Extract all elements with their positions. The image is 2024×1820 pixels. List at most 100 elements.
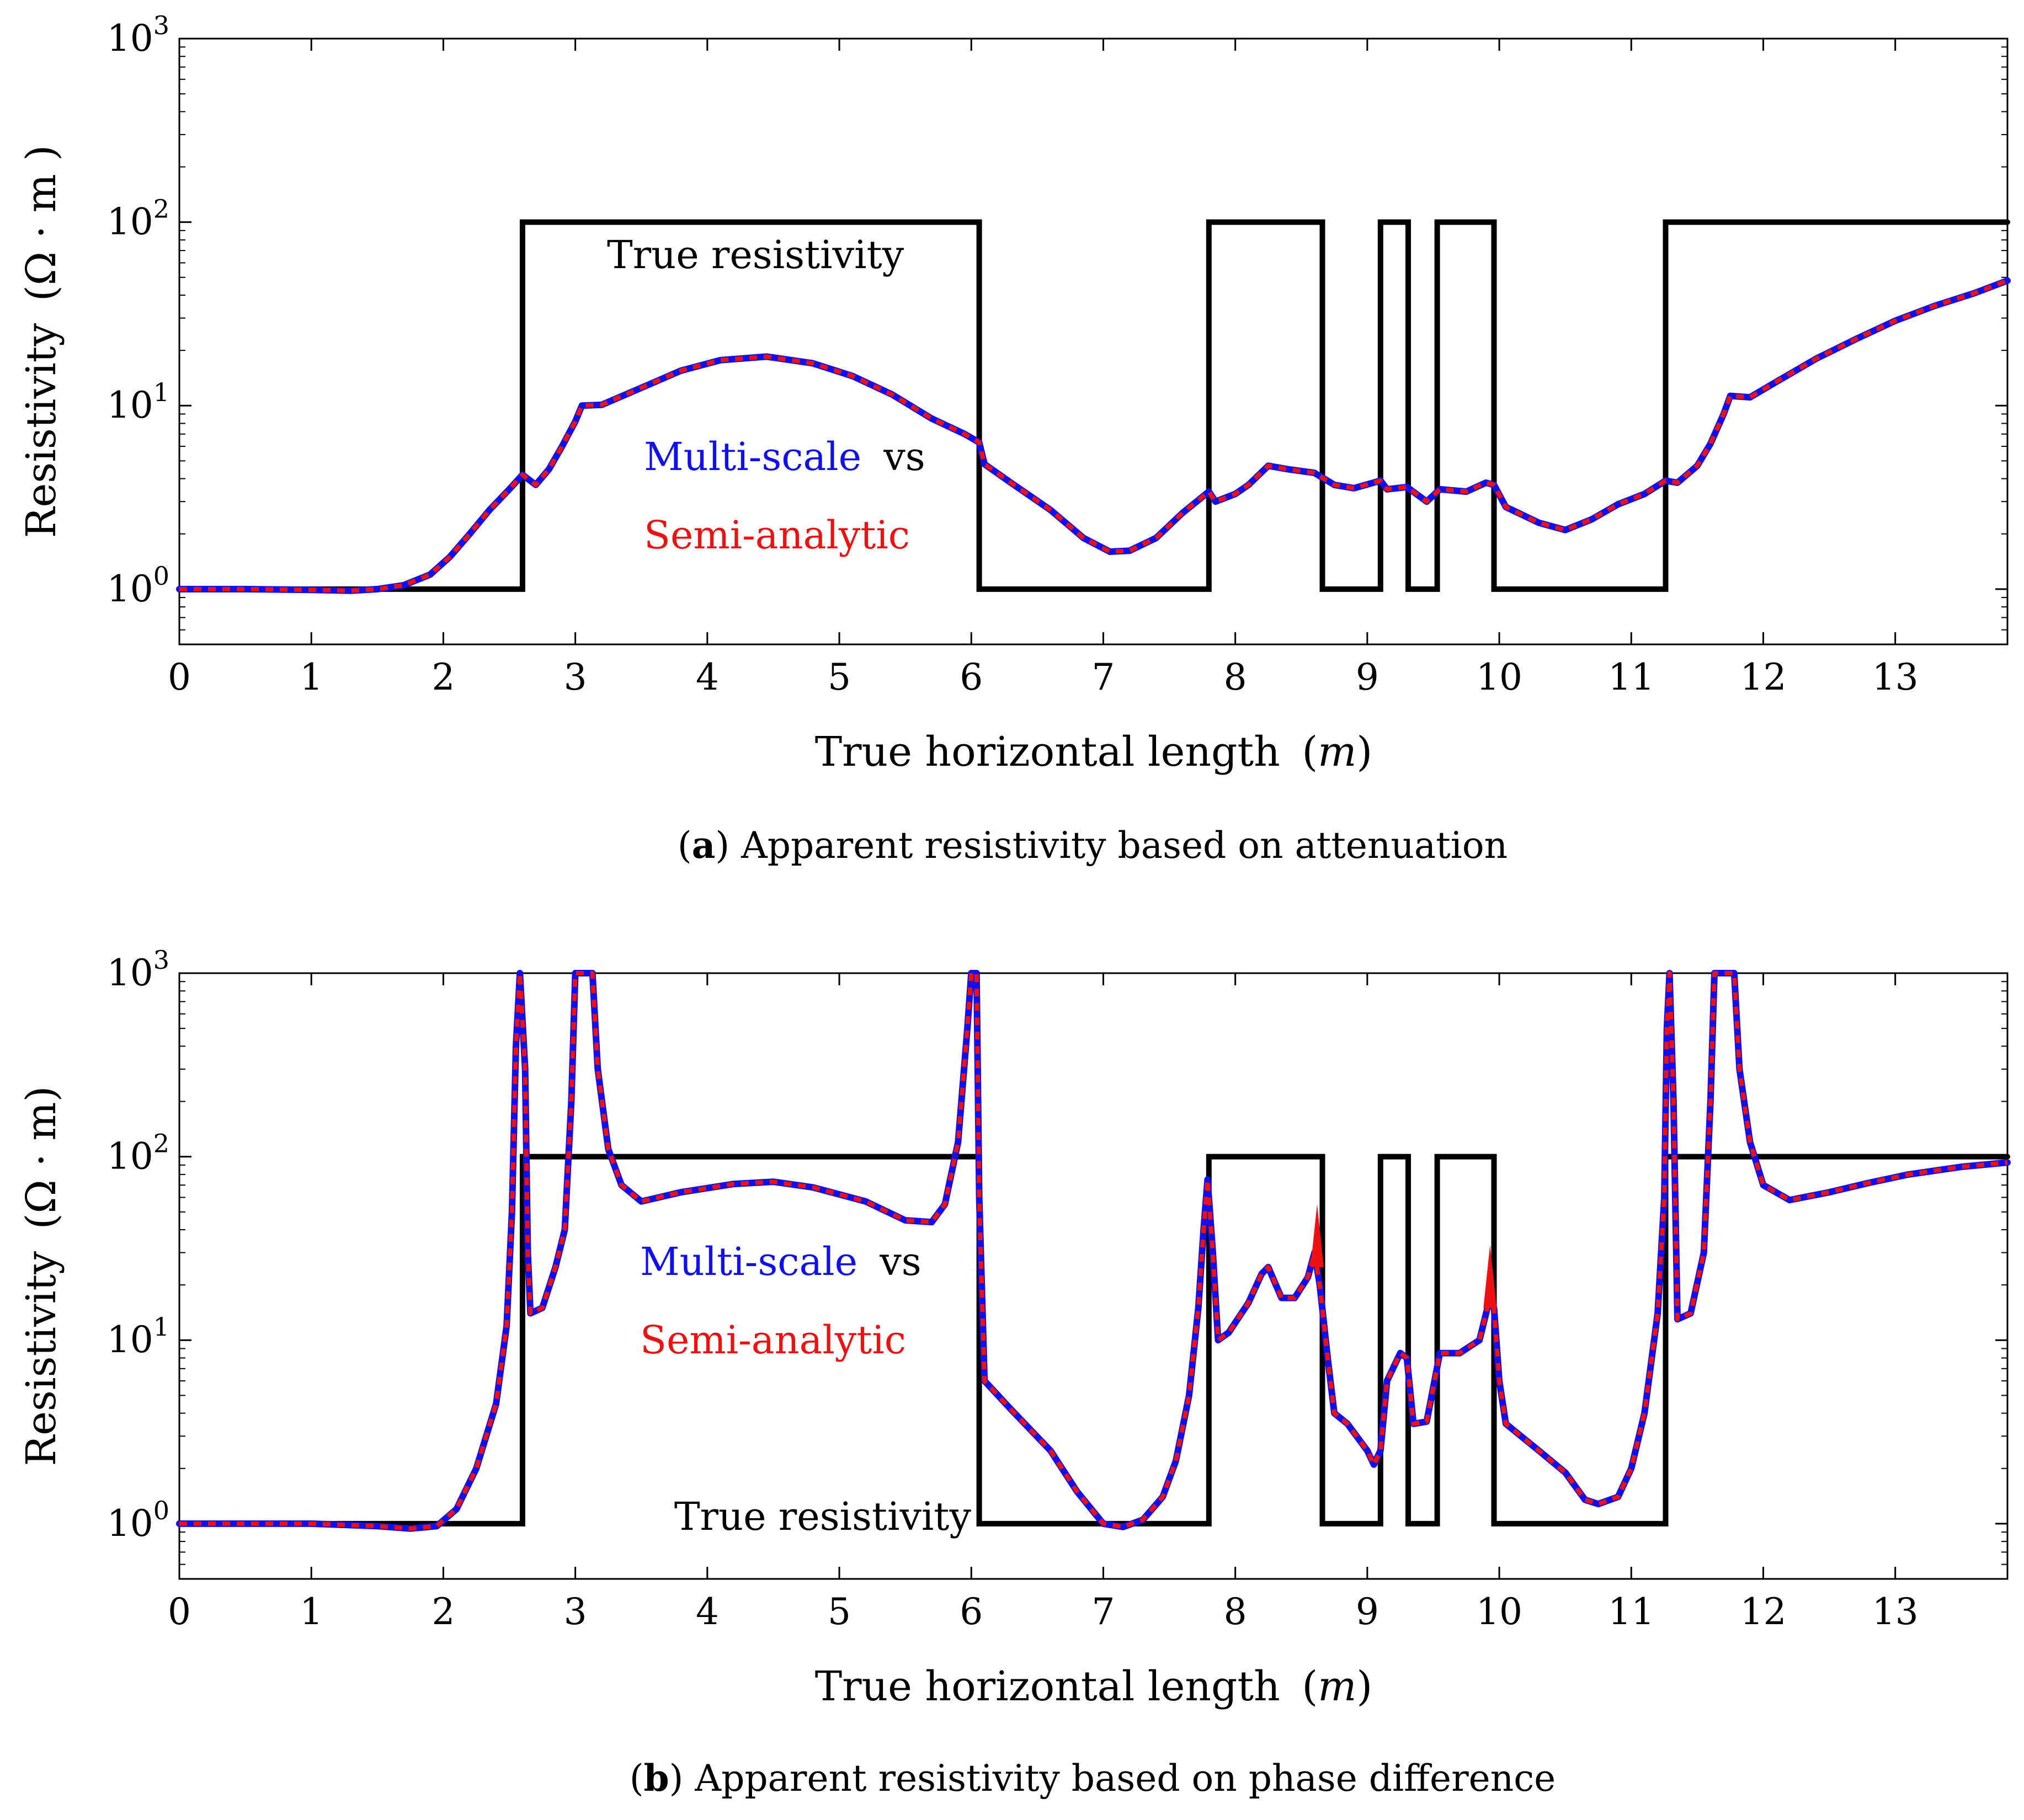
y-tick-label: 103 (107, 10, 169, 60)
x-tick-label: 7 (1091, 1591, 1115, 1633)
panel-b-ylabel-open-paren: ( (18, 1214, 65, 1230)
panel-a-true-resistivity-label: True resistivity (607, 232, 904, 277)
y-tick-exponent: 1 (153, 1312, 169, 1342)
y-tick-base: 10 (107, 568, 153, 610)
x-tick-label: 4 (696, 656, 719, 698)
x-tick-label: 8 (1224, 656, 1247, 698)
panel-b-ylabel-close-paren: ) (18, 1086, 65, 1102)
panel-a-legend-vs: vs (883, 434, 925, 479)
panel-b-xlabel-text: True horizontal length (815, 1663, 1280, 1710)
y-tick-label: 101 (107, 377, 169, 426)
panel-a-caption-label: a (692, 824, 716, 867)
panel-b-legend-line-1: Multi-scale vs (640, 1239, 922, 1284)
y-tick-exponent: 0 (153, 561, 169, 591)
x-tick-label: 12 (1740, 656, 1786, 698)
panel-a-legend-semianalytic: Semi-analytic (644, 513, 910, 558)
x-tick-label: 0 (168, 656, 191, 698)
x-tick-label: 0 (168, 1591, 191, 1633)
panel-b-plot-frame (178, 972, 2009, 1580)
panel-b-caption-open-paren: ( (630, 1757, 644, 1800)
y-tick-label: 103 (107, 945, 169, 994)
panel-a-ylabel-text: Resistivity (18, 323, 65, 538)
panel-b-xlabel-open-paren: ( (1302, 1663, 1318, 1710)
x-tick-label: 7 (1091, 656, 1115, 698)
panel-b-series (176, 970, 2011, 1532)
panel-a-ylabel-open-paren: ( (18, 285, 65, 301)
panel-a-ylabel: Resistivity (Ω · m ) (18, 145, 65, 538)
panel-a-xlabel-close-paren: ) (1356, 728, 1372, 776)
panel-a-xlabel-text: True horizontal length (815, 728, 1280, 776)
x-tick-label: 5 (828, 656, 851, 698)
y-tick-exponent: 1 (153, 377, 169, 407)
y-tick-exponent: 2 (153, 1129, 169, 1159)
x-tick-label: 11 (1608, 1591, 1654, 1633)
y-tick-base: 10 (107, 1502, 153, 1545)
y-tick-label: 102 (107, 194, 169, 243)
series-semi-analytic-line (179, 971, 2008, 1531)
panel-b-legend-multiscale: Multi-scale (640, 1239, 857, 1284)
panel-a-ylabel-unit: Ω · m ) (18, 145, 65, 285)
semi-analytic-spike (1310, 1204, 1324, 1267)
x-tick-label: 12 (1740, 1591, 1786, 1633)
x-tick-label: 8 (1224, 1591, 1247, 1633)
panel-a-xlabel-open-paren: ( (1302, 728, 1318, 776)
panel-b-x-ticks: 0 1 2 3 4 5 6 7 8 9 10 11 12 13 (168, 973, 1919, 1633)
panel-b-xlabel-unit: m (1318, 1663, 1356, 1710)
x-tick-label: 13 (1872, 1591, 1919, 1633)
panel-b-ylabel: Resistivity (Ω · m) (18, 1086, 65, 1466)
x-tick-label: 2 (432, 1591, 455, 1633)
panel-b-true-resistivity-label: True resistivity (674, 1494, 972, 1539)
panel-a-legend-line-1: Multi-scale vs (644, 434, 925, 479)
x-tick-label: 2 (432, 656, 455, 698)
panel-a-caption-open-paren: ( (678, 824, 692, 867)
x-tick-label: 4 (696, 1591, 719, 1633)
panel-a-caption-text: ) Apparent resistivity based on attenuat… (715, 824, 1508, 867)
y-tick-exponent: 3 (153, 10, 169, 40)
y-tick-base: 10 (107, 201, 153, 243)
panel-b-ylabel-text: Resistivity (18, 1251, 65, 1466)
panel-b-caption-text: ) Apparent resistivity based on phase di… (669, 1757, 1556, 1800)
series-semi-analytic-line (179, 278, 2009, 593)
panel-a-legend-multiscale: Multi-scale (644, 434, 861, 479)
series-multi-scale-line (176, 970, 2011, 1532)
y-tick-base: 10 (107, 1135, 153, 1178)
y-tick-base: 10 (107, 384, 153, 426)
y-tick-base: 10 (107, 1319, 153, 1361)
panel-a-caption: (a) Apparent resistivity based on attenu… (678, 824, 1508, 867)
y-tick-base: 10 (107, 17, 153, 60)
panel-a-xlabel: True horizontal length (m) (815, 728, 1373, 776)
y-tick-label: 100 (107, 1496, 169, 1545)
x-tick-label: 5 (828, 1591, 851, 1633)
x-tick-label: 6 (960, 656, 983, 698)
x-tick-label: 11 (1608, 656, 1654, 698)
panel-b-caption-label: b (644, 1757, 669, 1800)
x-tick-label: 3 (564, 656, 587, 698)
y-tick-label: 101 (107, 1312, 169, 1361)
y-tick-exponent: 2 (153, 194, 169, 224)
x-tick-label: 9 (1356, 656, 1379, 698)
panel-b-legend-semianalytic: Semi-analytic (640, 1317, 906, 1363)
x-tick-label: 1 (300, 656, 323, 698)
panel-b-caption: (b) Apparent resistivity based on phase … (630, 1757, 1556, 1800)
y-tick-exponent: 3 (153, 945, 169, 975)
semi-analytic-spike (1483, 1245, 1497, 1308)
y-tick-label: 102 (107, 1129, 169, 1178)
panel-a-series (176, 219, 2011, 594)
y-tick-label: 100 (107, 561, 169, 610)
panel-a-x-ticks: 0 1 2 3 4 5 6 7 8 9 10 11 12 13 (168, 39, 1919, 698)
x-tick-label: 10 (1476, 1591, 1522, 1633)
x-tick-label: 10 (1476, 656, 1522, 698)
panel-b-ylabel-unit: Ω · m (18, 1102, 65, 1213)
x-tick-label: 13 (1872, 656, 1919, 698)
panel-a-xlabel-unit: m (1318, 728, 1356, 776)
x-tick-label: 1 (300, 1591, 323, 1633)
series-true-resistivity-line (177, 1154, 2010, 1527)
x-tick-label: 9 (1356, 1591, 1379, 1633)
panel-b-xlabel: True horizontal length (m) (815, 1663, 1373, 1710)
panel-b-xlabel-close-paren: ) (1356, 1663, 1372, 1710)
